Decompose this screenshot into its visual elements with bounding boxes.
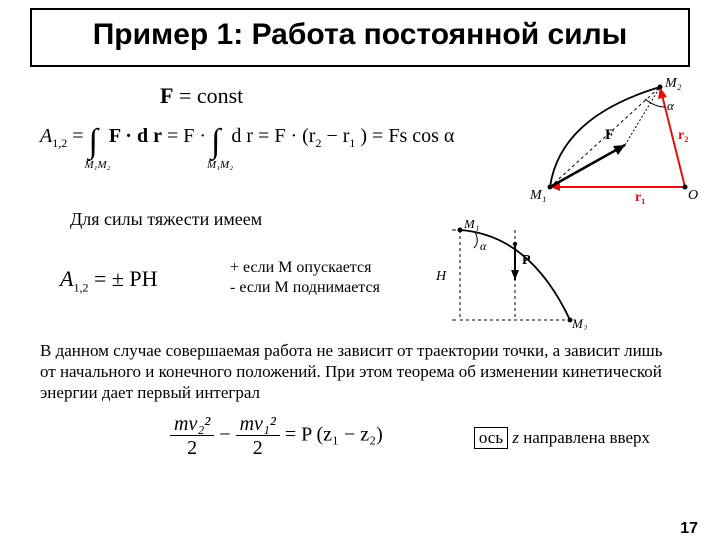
eq4: − r [326,125,349,147]
int1-limits: M₁M₂ [85,159,111,171]
gravity-row: A1,2 = ± PH + если M опускается - если M… [40,234,680,334]
cond-minus: - если M поднимается [230,278,380,299]
axis-box: ось [474,427,508,449]
gravity-diagram: M₁ M₂ P H α [430,220,590,330]
a12-ph-formula: A1,2 = ± PH [60,266,158,295]
minus: − [219,424,235,446]
conclusion-paragraph: В данном случае совершаемая работа не за… [40,340,680,404]
f-symbol: F [160,83,173,108]
A-sub: 1,2 [52,136,67,150]
A2sub: 1,2 [73,280,88,294]
d1-r1: r₁ [635,190,645,205]
d1-alpha: α [667,98,675,113]
page-number: 17 [680,520,698,538]
d2-P: P [522,253,531,268]
eq1: = [72,125,88,147]
d2-H: H [435,269,447,284]
int2-limits: M₁M₂ [207,159,233,171]
den1: 2 [170,436,214,459]
frac1: mv₂² 2 [170,413,214,459]
axis-note: ось z направлена вверх [474,427,650,449]
eq3: = F · (r [258,125,315,147]
formula-area: F = const A1,2 = ∫ M₁M₂ F · d r = F · ∫ … [40,77,680,207]
work-integral-formula: A1,2 = ∫ M₁M₂ F · d r = F · ∫ M₁M₂ d r =… [40,123,454,161]
cond-plus: + если M опускается [230,258,380,279]
eq5: ) = Fs cos α [360,125,454,147]
page-title: Пример 1: Работа постоянной силы [52,18,668,53]
energy-rhs: = P (z₁ − z₂) [285,424,383,446]
eq2: = F · [167,125,211,147]
const-text: = const [173,83,243,108]
d1-F: F [605,127,614,143]
A2rhs: = ± PH [88,266,157,291]
energy-equation: mv₂² 2 − mv₁² 2 = P (z₁ − z₂) [170,413,383,459]
num1: mv₂² [174,413,210,435]
integrand1: F · d r [109,125,162,147]
d1-M1: M₁ [530,188,547,203]
d2-alpha: α [480,239,487,253]
den2: 2 [236,436,280,459]
integral-1: ∫ [89,123,98,160]
f-equals-const: F = const [160,83,243,109]
conditions: + если M опускается - если M поднимается [230,258,380,300]
num2: mv₁² [240,413,276,435]
energy-row: mv₂² 2 − mv₁² 2 = P (z₁ − z₂) ось z напр… [40,409,680,469]
d2-M1: M₁ [463,220,479,231]
r1sub: 1 [349,136,355,150]
d1-M2: M₂ [664,77,682,91]
r2sub: 2 [315,136,321,150]
d1-r2: r₂ [678,128,688,143]
d2-M2: M₂ [571,316,588,330]
A2: A [60,266,73,291]
A-sym: A [40,125,52,147]
integrand2: d r [231,125,253,147]
axis-rest: z направлена вверх [508,428,650,447]
trajectory-diagram: M₁ M₂ F α r₁ r₂ O [530,77,700,207]
title-box: Пример 1: Работа постоянной силы [30,8,690,67]
integral-2: ∫ [211,123,220,160]
d1-O: O [688,188,698,203]
frac2: mv₁² 2 [236,413,280,459]
